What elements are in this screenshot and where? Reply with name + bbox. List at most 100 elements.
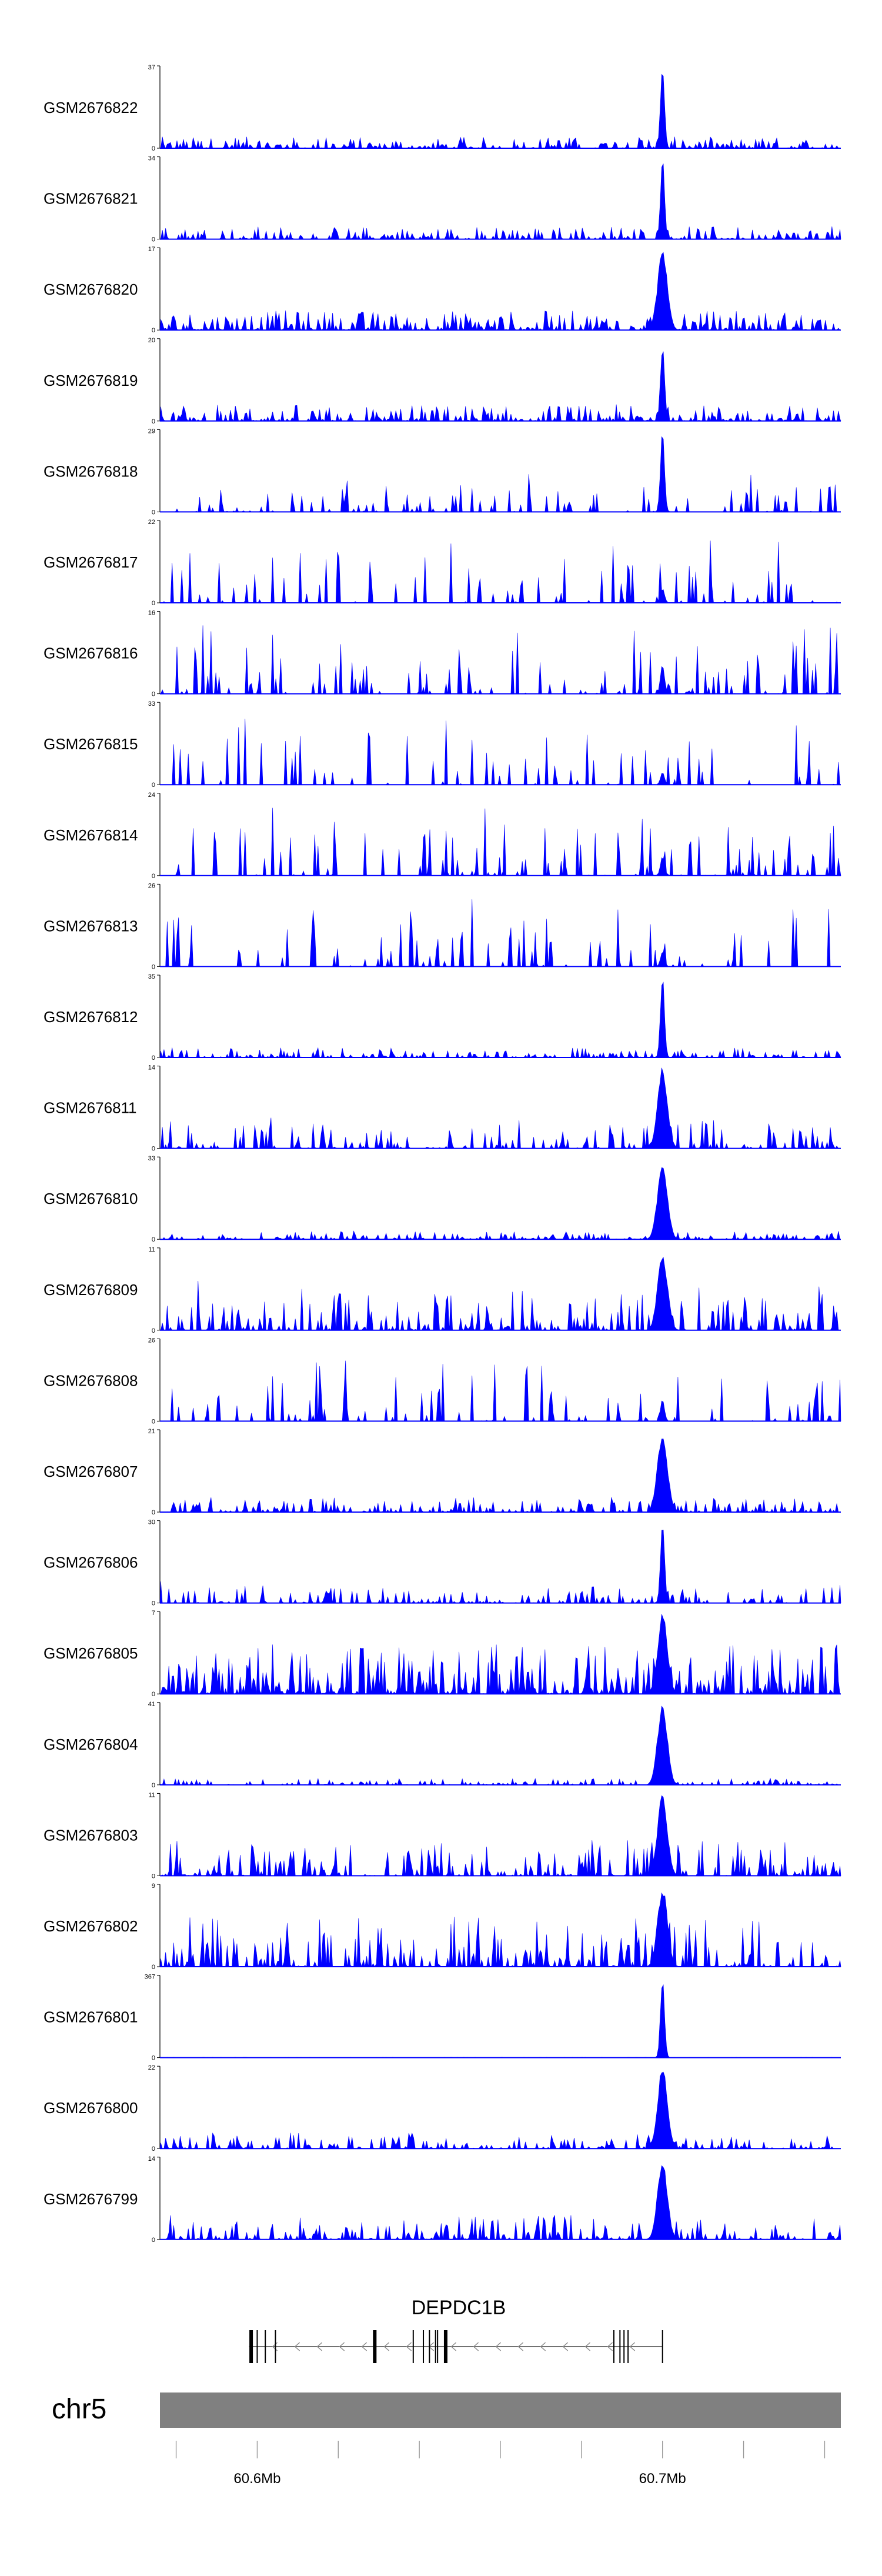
signal-area (159, 1795, 841, 1877)
track-GSM2676818: GSM2676818 29 0 (44, 428, 841, 516)
y-min-label: 0 (152, 2237, 155, 2244)
gene-exon (437, 2330, 439, 2363)
signal-area (160, 719, 841, 786)
strand-arrow (339, 2342, 345, 2351)
strand-arrow (361, 2342, 368, 2351)
y-max-label: 34 (148, 155, 155, 162)
track-label: GSM2676806 (44, 1554, 138, 1571)
track-label: GSM2676821 (44, 190, 138, 208)
gene-exon (435, 2330, 436, 2363)
track-label: GSM2676812 (44, 1008, 138, 1026)
y-max-label: 22 (148, 519, 155, 526)
signal-tracks: GSM2676822370GSM2676821340GSM2676820170G… (44, 64, 841, 2244)
gene-exon (412, 2330, 414, 2363)
track-label: GSM2676814 (44, 826, 138, 844)
signal-area (159, 252, 841, 331)
track-GSM2676804: GSM2676804 41 0 (44, 1701, 841, 1789)
signal-area (159, 2165, 841, 2240)
y-min-label: 0 (152, 873, 155, 880)
strand-arrow (294, 2342, 300, 2351)
gene-exon (627, 2330, 629, 2363)
y-min-label: 0 (152, 145, 155, 152)
y-max-label: 41 (148, 1701, 155, 1708)
signal-area (159, 1529, 841, 1604)
track-GSM2676808: GSM2676808 26 0 (44, 1337, 841, 1425)
gene-exon (275, 2330, 276, 2363)
signal-area (160, 1256, 841, 1331)
y-max-label: 24 (148, 792, 155, 799)
signal-area (160, 1984, 841, 2058)
strand-arrow (540, 2342, 546, 2351)
signal-area (159, 74, 841, 149)
strand-arrow (562, 2342, 569, 2351)
y-max-label: 16 (148, 610, 155, 617)
strand-arrow (406, 2342, 412, 2351)
track-label: GSM2676808 (44, 1372, 138, 1389)
track-GSM2676821: GSM2676821 34 0 (44, 155, 841, 243)
strand-arrow (629, 2342, 636, 2351)
track-GSM2676801: GSM2676801 367 0 (44, 1974, 841, 2062)
y-max-label: 9 (152, 1883, 155, 1890)
gene-exon (423, 2330, 425, 2363)
track-GSM2676815: GSM2676815 33 0 (44, 700, 841, 789)
y-min-label: 0 (152, 1964, 155, 1971)
track-label: GSM2676810 (44, 1190, 138, 1207)
y-min-label: 0 (152, 1873, 155, 1880)
track-label: GSM2676822 (44, 99, 138, 116)
gene-exon (256, 2330, 258, 2363)
y-min-label: 0 (152, 1327, 155, 1334)
track-label: GSM2676809 (44, 1281, 138, 1299)
track-label: GSM2676820 (44, 281, 138, 298)
gene-label: DEPDC1B (412, 2297, 506, 2319)
signal-area (160, 807, 841, 876)
track-GSM2676799: GSM2676799 14 0 (44, 2155, 841, 2244)
y-max-label: 367 (145, 1974, 155, 1981)
track-label: GSM2676804 (44, 1736, 138, 1753)
gene-exon (249, 2330, 253, 2363)
y-min-label: 0 (152, 2055, 155, 2062)
y-max-label: 7 (152, 1610, 155, 1617)
track-label: GSM2676819 (44, 372, 138, 389)
track-label: GSM2676799 (44, 2190, 138, 2208)
x-tick-label: 60.6Mb (233, 2471, 280, 2487)
y-max-label: 11 (149, 1246, 155, 1253)
track-label: GSM2676813 (44, 917, 138, 935)
y-min-label: 0 (152, 1600, 155, 1607)
gene-exon (373, 2330, 377, 2363)
track-label: GSM2676803 (44, 1826, 138, 1844)
gene-exon (623, 2330, 625, 2363)
track-GSM2676817: GSM2676817 22 0 (44, 519, 841, 607)
signal-area (160, 625, 841, 695)
signal-area (160, 1439, 841, 1513)
track-GSM2676810: GSM2676810 33 0 (44, 1155, 841, 1243)
gene-exon (265, 2330, 266, 2363)
track-label: GSM2676818 (44, 462, 138, 480)
y-min-label: 0 (152, 327, 155, 334)
track-label: GSM2676800 (44, 2099, 138, 2117)
track-label: GSM2676802 (44, 1917, 138, 1935)
track-GSM2676802: GSM2676802 9 0 (44, 1883, 841, 1971)
track-GSM2676809: GSM2676809 11 0 (44, 1246, 841, 1334)
track-GSM2676814: GSM2676814 24 0 (44, 792, 841, 880)
y-min-label: 0 (152, 1146, 155, 1153)
track-GSM2676822: GSM2676822 37 0 (44, 64, 841, 152)
y-min-label: 0 (152, 1509, 155, 1516)
chromosome-band (160, 2393, 841, 2428)
strand-arrow (473, 2342, 479, 2351)
track-GSM2676812: GSM2676812 35 0 (44, 973, 841, 1062)
signal-area (160, 436, 841, 513)
strand-arrow (383, 2342, 390, 2351)
strand-arrow (584, 2342, 591, 2351)
gene-track: DEPDC1B (249, 2297, 663, 2363)
y-min-label: 0 (152, 1055, 155, 1062)
track-label: GSM2676817 (44, 553, 138, 571)
y-max-label: 22 (148, 2064, 155, 2071)
y-min-label: 0 (152, 236, 155, 243)
strand-arrow (316, 2342, 323, 2351)
track-GSM2676820: GSM2676820 17 0 (44, 246, 841, 334)
track-GSM2676800: GSM2676800 22 0 (44, 2064, 841, 2153)
genomic-x-axis: 60.6Mb 60.7Mb (175, 2441, 826, 2487)
gene-exon (429, 2330, 430, 2363)
track-GSM2676803: GSM2676803 11 0 (44, 1791, 841, 1880)
